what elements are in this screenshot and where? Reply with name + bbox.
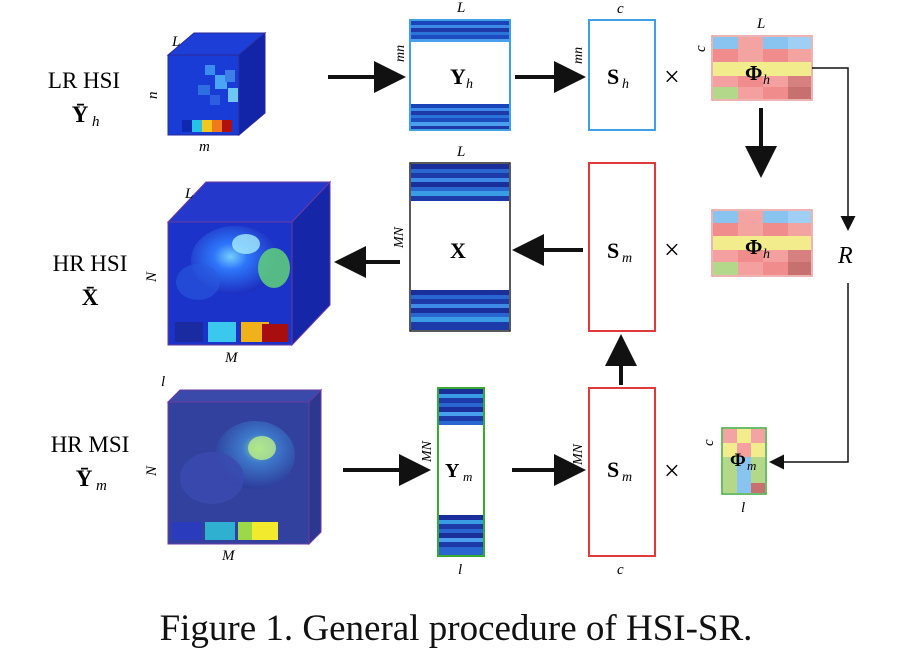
phi-top-top-label: L: [756, 16, 765, 32]
phi-mid-matrix: Φ h: [711, 209, 813, 277]
sh-top-label: c: [617, 1, 624, 17]
times-symbol-top: ×: [664, 62, 680, 93]
lr-hsi-label: LR HSI: [48, 68, 120, 93]
yh-symbol-sub: h: [466, 77, 473, 92]
hsi-sr-diagram: LR HSI Ȳ h HR HSI X̄ HR MSI Ȳ m L n m: [48, 0, 856, 578]
sm-bot-bottom-label: c: [617, 562, 624, 578]
hr-hsi-label: HR HSI: [53, 251, 128, 276]
msi-cube-side-label: N: [144, 465, 160, 477]
times-symbol-mid: ×: [664, 235, 680, 266]
ym-side-label: MN: [420, 440, 435, 463]
yh-symbol: Y: [450, 64, 466, 89]
sm-mid-symbol-sub: m: [622, 251, 632, 266]
lr-cube-side-label: n: [145, 92, 161, 100]
sm-bot-side-label: MN: [571, 443, 586, 466]
hr-hsi-cube: L N M: [144, 180, 332, 366]
phi-top-symbol: Φ: [745, 61, 762, 85]
row-label-lr-hsi: LR HSI Ȳ h: [48, 68, 120, 130]
hr-msi-symbol: Ȳ: [76, 466, 93, 491]
row-label-hr-msi: HR MSI Ȳ m: [51, 432, 130, 494]
sm-mid-matrix: S m: [588, 162, 656, 332]
phi-bot-matrix: Φ m c l: [701, 427, 767, 516]
msi-cube-top-label: l: [161, 374, 165, 390]
ym-matrix: Y m MN l: [420, 387, 485, 578]
sh-symbol-sub: h: [622, 77, 629, 92]
msi-cube-bottom-label: M: [221, 548, 236, 564]
row-label-hr-hsi: HR HSI X̄: [53, 251, 128, 310]
phi-bot-symbol-sub: m: [747, 458, 756, 473]
yh-side-label: mn: [393, 45, 408, 62]
x-matrix: X L MN: [392, 144, 511, 332]
ym-symbol-sub: m: [463, 469, 472, 484]
x-symbol: X: [450, 238, 466, 263]
hr-msi-symbol-sub: m: [96, 478, 107, 494]
sm-mid-symbol: S: [607, 238, 619, 263]
phi-top-symbol-sub: h: [763, 73, 770, 88]
response-r-symbol: R: [837, 243, 853, 269]
lr-cube-top-label: L: [171, 34, 180, 50]
connector-r-to-phi-bot: [769, 283, 849, 470]
figure-caption: Figure 1. General procedure of HSI-SR.: [159, 608, 753, 649]
ym-symbol: Y: [445, 460, 460, 482]
lr-hsi-symbol: Ȳ: [72, 102, 89, 127]
phi-top-side-label: c: [693, 45, 709, 52]
hr-cube-top-label: L: [184, 186, 193, 202]
hr-hsi-symbol: X̄: [82, 285, 99, 310]
lr-cube-bottom-label: m: [199, 139, 210, 155]
x-side-label: MN: [392, 226, 407, 249]
hr-cube-bottom-label: M: [224, 350, 239, 366]
phi-bot-side-label: c: [701, 439, 717, 446]
sm-bot-matrix: S m MN c: [571, 387, 656, 578]
connector-phi-top-to-r: [812, 67, 856, 231]
phi-top-matrix: Φ h L c: [693, 16, 813, 101]
x-top-label: L: [456, 144, 465, 160]
lr-hsi-cube: L n m: [145, 31, 267, 155]
phi-mid-symbol: Φ: [745, 235, 762, 259]
sh-side-label: mn: [571, 47, 586, 64]
sm-bot-symbol: S: [607, 457, 619, 482]
ym-bottom-label: l: [458, 562, 462, 578]
yh-top-label: L: [456, 0, 465, 16]
phi-mid-symbol-sub: h: [763, 247, 770, 262]
sh-matrix: S h c mn: [571, 1, 656, 131]
times-symbol-bot: ×: [664, 456, 680, 487]
hr-msi-label: HR MSI: [51, 432, 130, 457]
hr-msi-cube: l N M: [144, 374, 323, 564]
phi-bot-symbol: Φ: [730, 450, 746, 471]
sh-symbol: S: [607, 64, 619, 89]
sm-bot-symbol-sub: m: [622, 470, 632, 485]
yh-matrix: Y h L mn: [393, 0, 511, 131]
hr-cube-side-label: N: [144, 271, 160, 283]
lr-hsi-symbol-sub: h: [92, 114, 100, 130]
phi-bot-bottom-label: l: [741, 500, 745, 516]
